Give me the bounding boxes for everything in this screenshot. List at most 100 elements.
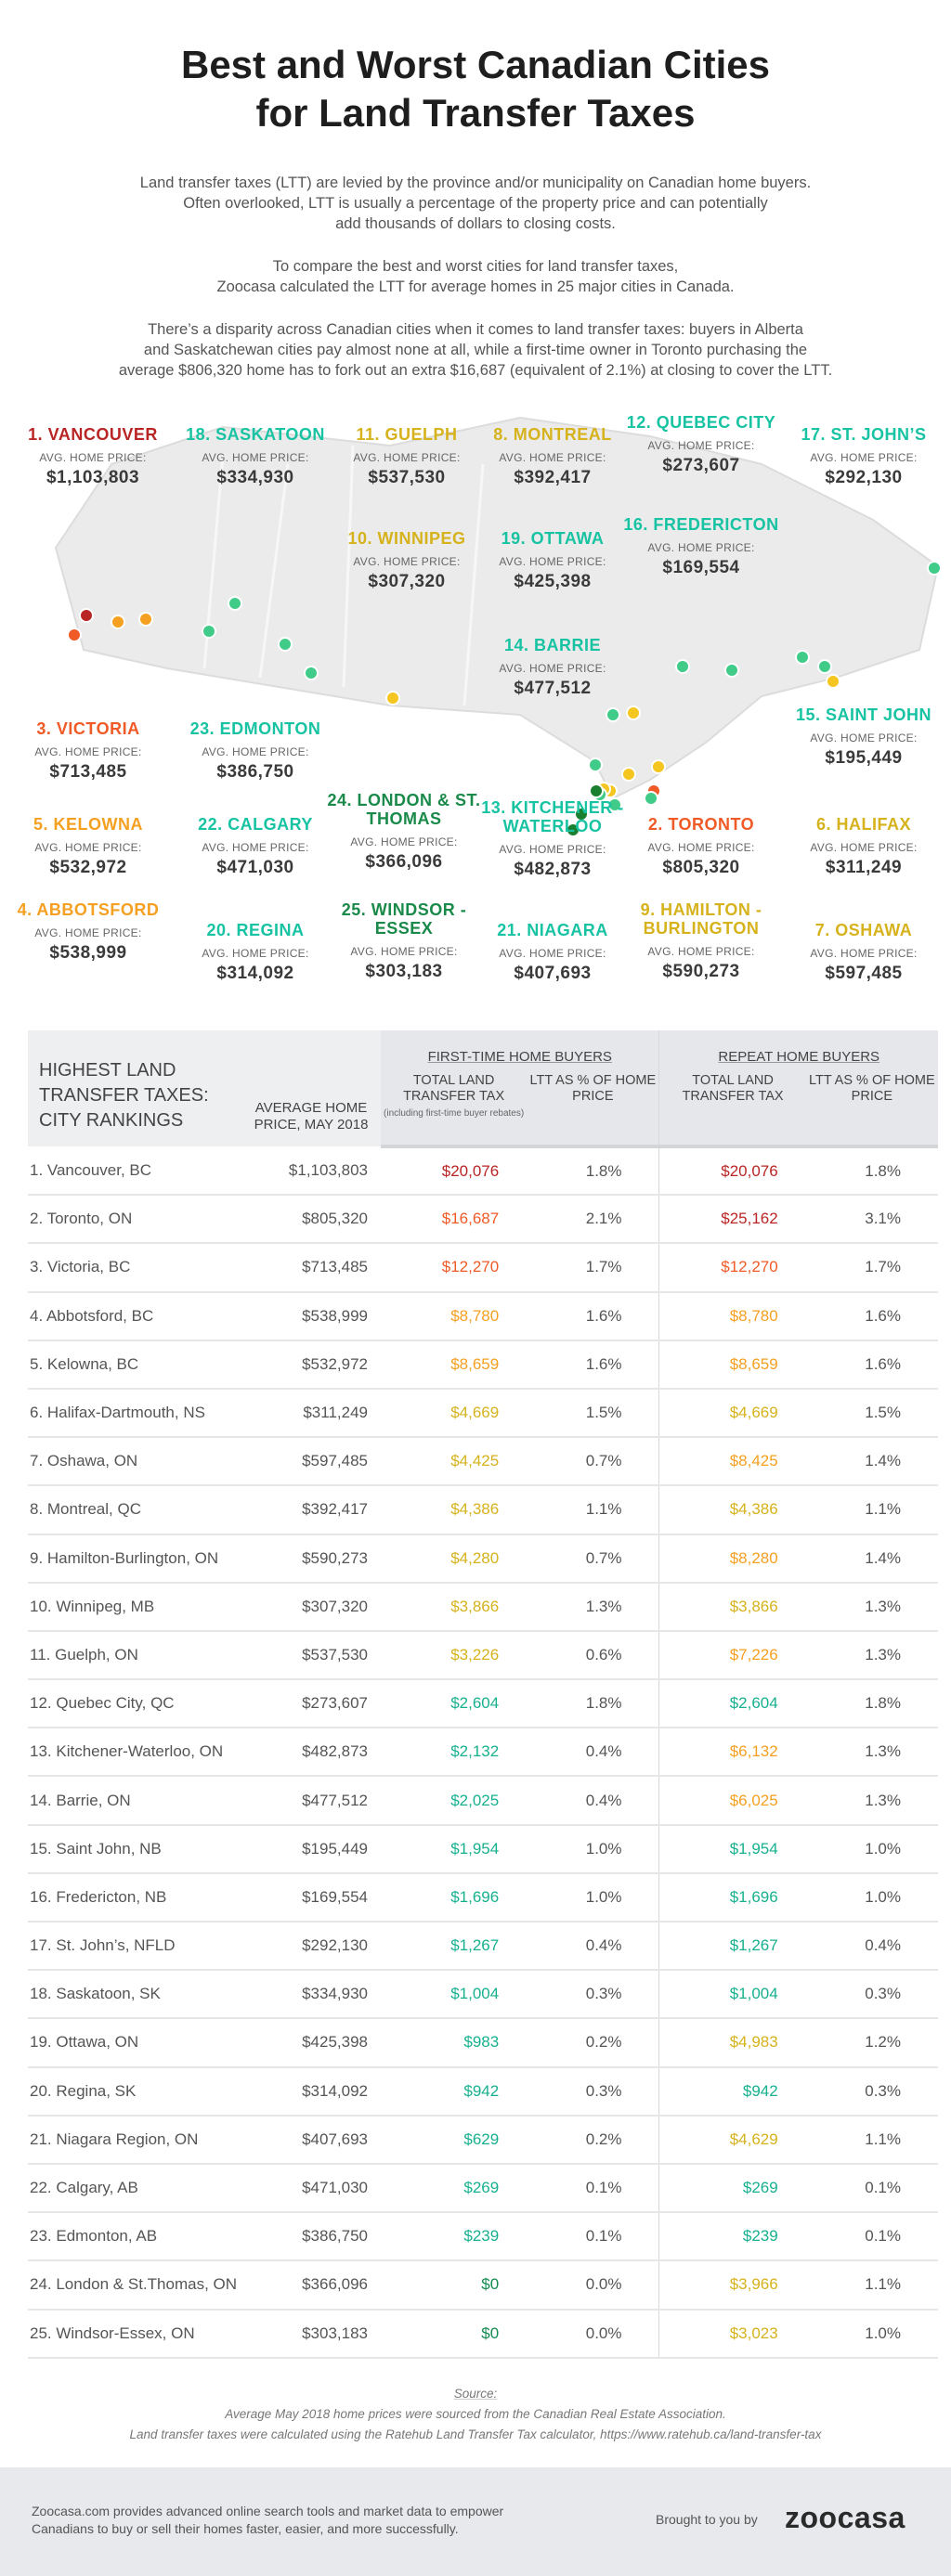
avg-price-cell: $590,273 (241, 1534, 381, 1584)
map-price-label: AVG. HOME PRICE: (647, 945, 755, 958)
avg-price-cell: $366,096 (241, 2260, 381, 2311)
repeat-tax-cell: $2,604 (658, 1679, 806, 1729)
map-city-price: $590,273 (662, 962, 740, 981)
city-marker-dot[interactable] (138, 612, 153, 627)
first-time-pct-cell: 1.1% (527, 1485, 659, 1535)
map-city-label: 16. FREDERICTON AVG. HOME PRICE: $169,554 (618, 515, 785, 578)
repeat-pct-cell: 1.1% (805, 2115, 938, 2165)
ft-pct-header: LTT AS % OF HOME PRICE (527, 1068, 659, 1148)
avg-price-cell: $1,103,803 (241, 1146, 381, 1197)
repeat-pct-cell: 1.0% (805, 1824, 938, 1874)
map-city-price: $273,607 (662, 456, 740, 475)
city-marker-dot[interactable] (826, 674, 840, 689)
map-city-price: $392,417 (514, 468, 592, 487)
city-marker-dot[interactable] (228, 596, 242, 611)
city-cell: 12. Quebec City, QC (28, 1679, 241, 1729)
map-city-name: 3. VICTORIA (36, 719, 140, 738)
repeat-tax-cell: $6,132 (658, 1728, 806, 1778)
city-marker-dot[interactable] (626, 705, 641, 720)
map-city-label: 4. ABBOTSFORD AVG. HOME PRICE: $538,999 (5, 900, 172, 964)
map-price-label: AVG. HOME PRICE: (34, 841, 142, 854)
city-marker-dot[interactable] (566, 822, 580, 837)
map-city-price: $311,249 (825, 858, 903, 877)
about-line: Zoocasa.com provides advanced online sea… (32, 2504, 504, 2518)
city-marker-dot[interactable] (795, 650, 810, 665)
repeat-pct-cell: 0.4% (805, 1922, 938, 1972)
title-line-2: for Land Transfer Taxes (255, 91, 696, 135)
city-marker-dot[interactable] (817, 659, 832, 674)
intro-text: and Saskatchewan cities pay almost none … (143, 342, 808, 358)
map-price-label: AVG. HOME PRICE: (34, 745, 142, 758)
map-city-label: 6. HALIFAX AVG. HOME PRICE: $311,249 (780, 815, 947, 878)
city-marker-dot[interactable] (644, 791, 658, 806)
city-cell: 13. Kitchener-Waterloo, ON (28, 1728, 241, 1778)
repeat-tax-cell: $942 (658, 2066, 806, 2116)
map-city-label: 24. LONDON & ST. THOMAS AVG. HOME PRICE: $… (320, 791, 488, 873)
repeat-pct-cell: 1.5% (805, 1388, 938, 1439)
repeat-tax-cell: $1,004 (658, 1970, 806, 2020)
city-marker-dot[interactable] (607, 797, 622, 812)
map-price-label: AVG. HOME PRICE: (647, 541, 755, 554)
map-city-label: 13. KITCHENER -WATERLOO AVG. HOME PRICE: $… (469, 798, 636, 880)
city-marker-dot[interactable] (724, 663, 739, 678)
first-time-tax-cell: $3,226 (381, 1630, 528, 1681)
avg-price-cell: $169,554 (241, 1872, 381, 1923)
city-marker-dot[interactable] (304, 666, 319, 680)
intro-text: There’s a disparity across Canadian citi… (148, 321, 803, 338)
map-city-name: 16. FREDERICTON (623, 515, 779, 534)
first-time-pct-cell: 1.0% (527, 1824, 659, 1874)
repeat-pct-cell: 0.3% (805, 1970, 938, 2020)
city-marker-dot[interactable] (202, 624, 216, 639)
repeat-pct-cell: 1.3% (805, 1630, 938, 1681)
repeat-tax-cell: $1,954 (658, 1824, 806, 1874)
map-city-name: 11. GUELPH (356, 425, 458, 444)
city-marker-dot[interactable] (385, 691, 400, 705)
table-row: 23. Edmonton, AB $386,750 $239 0.1% $239 0.1% (28, 2212, 938, 2262)
zoocasa-logo[interactable]: zoocasa (785, 2501, 905, 2534)
repeat-tax-cell: $8,780 (658, 1291, 806, 1341)
map-city-price: $407,693 (514, 964, 592, 983)
city-marker-dot[interactable] (589, 783, 604, 798)
map-city-label: 18. SASKATOON AVG. HOME PRICE: $334,930 (172, 425, 339, 488)
first-time-tax-cell: $4,280 (381, 1534, 528, 1584)
city-marker-dot[interactable] (111, 615, 125, 629)
city-marker-dot[interactable] (675, 659, 690, 674)
city-marker-dot[interactable] (574, 807, 589, 822)
repeat-pct-cell: 1.8% (805, 1679, 938, 1729)
footer-about: Zoocasa.com provides advanced online sea… (32, 2503, 589, 2538)
first-time-tax-cell: $8,659 (381, 1340, 528, 1390)
city-marker-dot[interactable] (651, 759, 666, 774)
avg-price-cell: $538,999 (241, 1291, 381, 1341)
map-city-label: 14. BARRIE AVG. HOME PRICE: $477,512 (469, 636, 636, 699)
city-marker-dot[interactable] (606, 707, 620, 722)
map-city-label: 17. ST. JOHN’S AVG. HOME PRICE: $292,130 (780, 425, 947, 488)
city-marker-dot[interactable] (927, 561, 942, 576)
map-price-label: AVG. HOME PRICE: (34, 926, 142, 939)
table-row: 1. Vancouver, BC $1,103,803 $20,076 1.8% $20… (28, 1146, 938, 1197)
city-cell: 20. Regina, SK (28, 2066, 241, 2116)
city-marker-dot[interactable] (278, 637, 293, 652)
avg-price-cell: $386,750 (241, 2212, 381, 2262)
city-marker-dot[interactable] (588, 757, 603, 772)
map-city-price: $366,096 (365, 852, 443, 872)
repeat-tax-cell: $269 (658, 2163, 806, 2214)
repeat-tax-cell: $3,966 (658, 2260, 806, 2311)
table-row: 18. Saskatoon, SK $334,930 $1,004 0.3% $1,00… (28, 1970, 938, 2020)
first-time-pct-cell: 1.0% (527, 1872, 659, 1923)
map-city-label: 22. CALGARY AVG. HOME PRICE: $471,030 (172, 815, 339, 878)
city-marker-dot[interactable] (79, 608, 94, 623)
city-marker-dot[interactable] (621, 767, 636, 782)
city-cell: 6. Halifax-Dartmouth, NS (28, 1388, 241, 1439)
map-city-name: 13. KITCHENER -WATERLOO (481, 798, 624, 835)
map-price-label: AVG. HOME PRICE: (810, 731, 918, 744)
city-cell: 5. Kelowna, BC (28, 1340, 241, 1390)
first-time-tax-cell: $1,954 (381, 1824, 528, 1874)
first-time-pct-cell: 1.6% (527, 1340, 659, 1390)
table-row: 6. Halifax-Dartmouth, NS $311,249 $4,669 1.… (28, 1388, 938, 1439)
map-city-label: 21. NIAGARA AVG. HOME PRICE: $407,693 (469, 921, 636, 984)
city-marker-dot[interactable] (67, 628, 82, 642)
map-price-label: AVG. HOME PRICE: (499, 451, 606, 464)
first-time-tax-cell: $1,004 (381, 1970, 528, 2020)
first-time-tax-cell: $16,687 (381, 1195, 528, 1245)
map-city-name: 15. SAINT JOHN (795, 705, 932, 724)
